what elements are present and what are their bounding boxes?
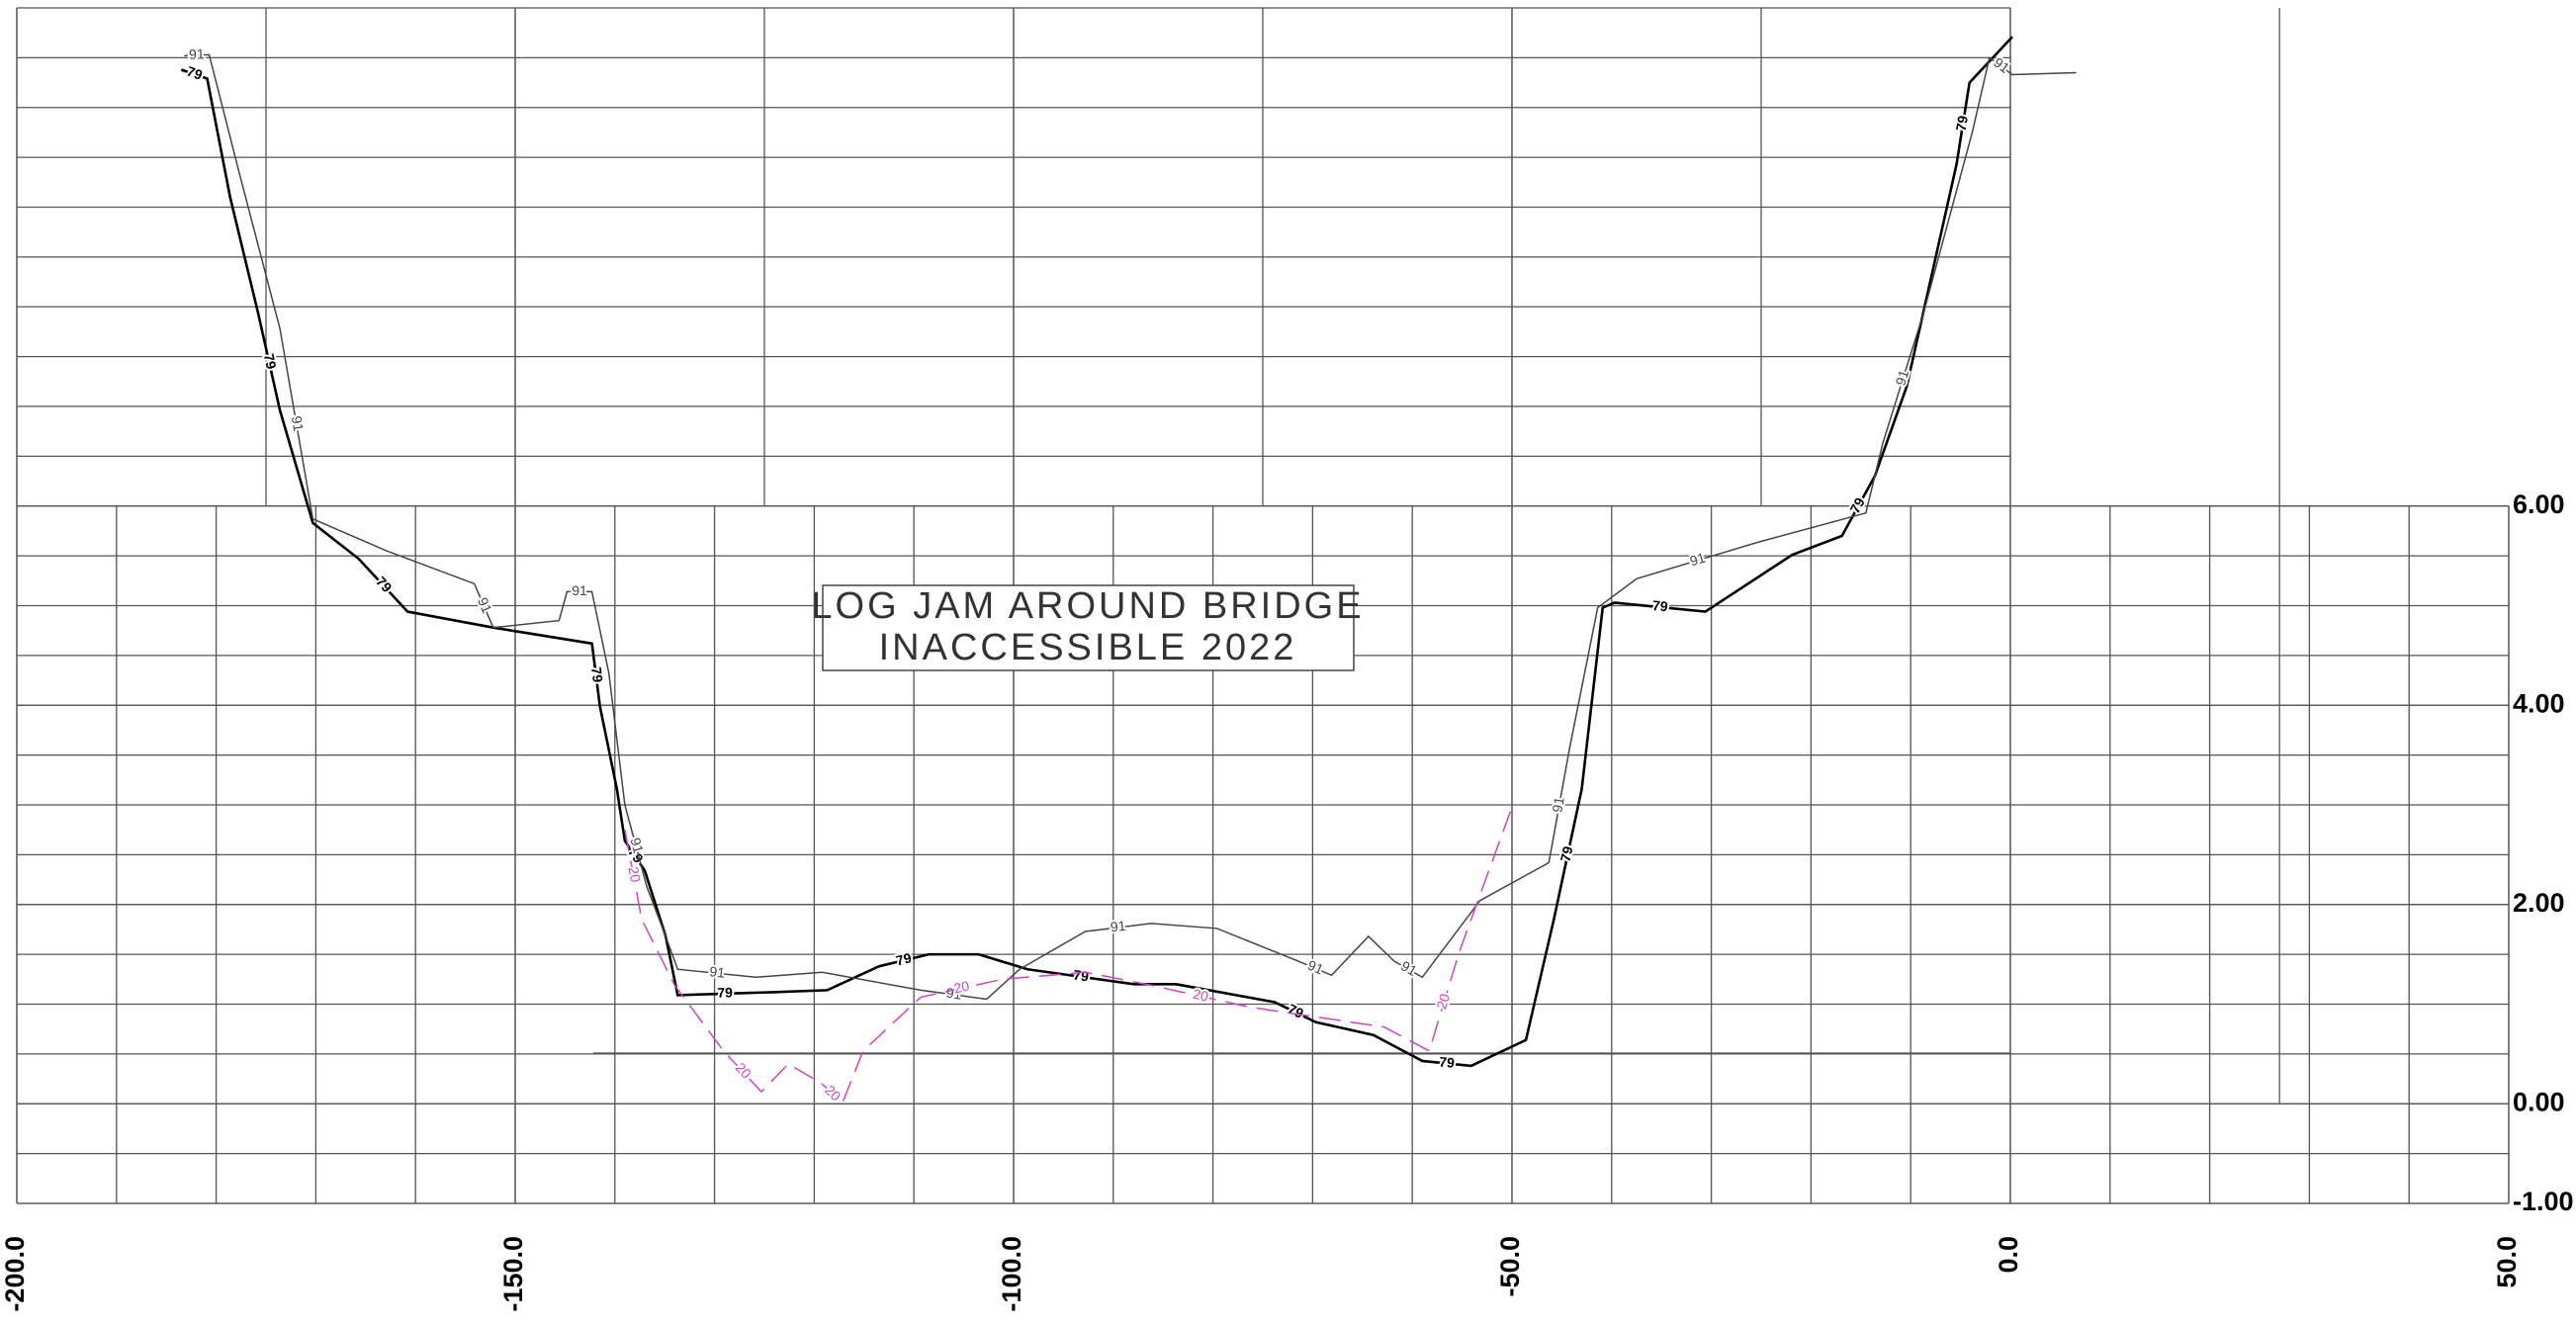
x-tick-label: 0.0 (1994, 1236, 2023, 1274)
series-label: 20 (822, 1082, 844, 1104)
series-line (184, 53, 2077, 1001)
series-line (624, 809, 1512, 1106)
series-label: 79 (894, 949, 913, 968)
series-label: 79 (1953, 115, 1971, 133)
x-tick-label: -200.0 (0, 1236, 30, 1312)
y-tick-label: -1.00 (2513, 1187, 2574, 1216)
series-label: 91 (709, 963, 726, 981)
series-label: 79 (261, 352, 280, 371)
series-label: 79 (588, 666, 606, 684)
series-label: 91 (572, 582, 587, 598)
series-label: 20 (625, 865, 644, 883)
series-label: 79 (717, 984, 733, 1000)
x-tick-label: 50.0 (2492, 1236, 2522, 1288)
series-label: 91 (475, 595, 495, 616)
y-tick-label: 4.00 (2513, 688, 2565, 718)
series-label: 79 (1072, 967, 1090, 985)
series-label: 91 (1305, 957, 1326, 978)
series-label: 91 (1688, 549, 1708, 569)
series-label: 79 (1439, 1053, 1456, 1071)
plot: 7979797979797979797979797979919191919191… (180, 36, 2077, 1106)
series-label: 91 (1549, 795, 1567, 813)
series-label: 79 (1557, 844, 1576, 863)
annotation-box (822, 584, 1355, 671)
series-label: 91 (627, 836, 647, 854)
x-tick-label: -50.0 (1495, 1236, 1525, 1297)
series-label: 91 (289, 414, 307, 432)
series-label: 20 (952, 978, 971, 997)
series-label: 20 (1433, 992, 1453, 1012)
series-label: 91 (189, 45, 205, 62)
x-tick-label: -150.0 (498, 1236, 528, 1312)
series-label: 79 (1651, 597, 1668, 614)
series-label: 91 (1892, 368, 1911, 388)
series-label: 79 (185, 63, 205, 83)
series-label: 91 (1398, 957, 1420, 979)
annotation: LOG JAM AROUND BRIDGE (811, 585, 1364, 627)
series-label: 91 (1110, 918, 1127, 935)
series-line (180, 36, 2013, 1068)
x-tick-label: -100.0 (997, 1236, 1026, 1312)
annotation: INACCESSIBLE 2022 (879, 627, 1297, 668)
y-tick-label: 0.00 (2513, 1087, 2565, 1116)
series-label: 20 (733, 1059, 755, 1081)
series-label: 20 (1192, 986, 1210, 1005)
y-tick-label: 6.00 (2513, 489, 2565, 519)
y-tick-label: 2.00 (2513, 888, 2565, 918)
